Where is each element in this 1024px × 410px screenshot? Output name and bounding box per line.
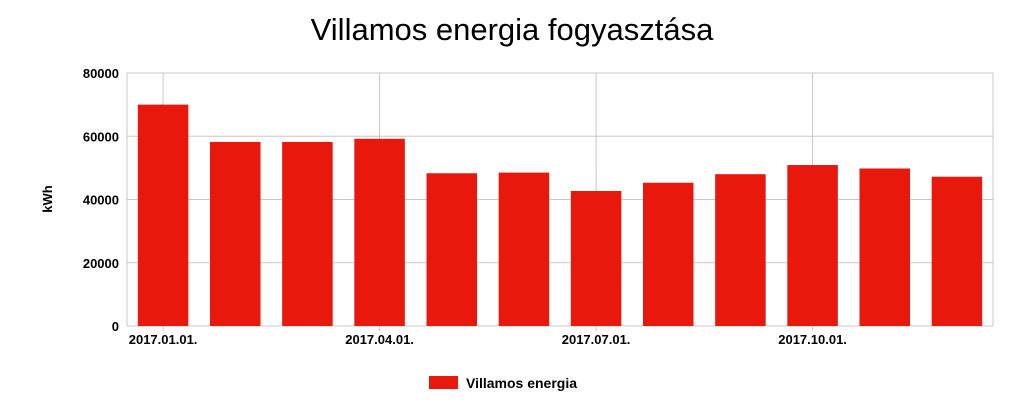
legend-label: Villamos energia: [466, 375, 577, 391]
y-axis-ticks: 0 20000 40000 60000 80000: [83, 66, 119, 334]
bar: [498, 172, 550, 326]
y-tick-label: 0: [112, 319, 119, 334]
y-tick-label: 20000: [83, 256, 119, 271]
x-tick-label: 2017.07.01.: [562, 332, 631, 347]
bar: [859, 168, 911, 326]
bar: [354, 138, 405, 326]
x-tick-label: 2017.01.01.: [129, 332, 198, 347]
y-axis-label: kWh: [40, 185, 55, 213]
bar: [642, 182, 694, 326]
legend: Villamos energia: [429, 375, 577, 391]
chart-title: Villamos energia fogyasztása: [311, 12, 714, 47]
y-tick-label: 80000: [83, 66, 119, 81]
bar: [931, 176, 983, 326]
bars: [137, 104, 983, 326]
bar: [282, 141, 333, 326]
bar: [426, 173, 478, 326]
y-tick-label: 60000: [83, 129, 119, 144]
legend-swatch: [429, 376, 458, 389]
x-tick-label: 2017.10.01.: [778, 332, 847, 347]
x-axis-ticks: 2017.01.01. 2017.04.01. 2017.07.01. 2017.10…: [129, 332, 847, 347]
x-tick-label: 2017.04.01.: [345, 332, 414, 347]
y-tick-label: 40000: [83, 193, 119, 208]
grid-lines: [126, 72, 994, 331]
bar: [209, 141, 261, 326]
bar: [787, 165, 838, 326]
bar: [715, 174, 766, 326]
bar: [570, 190, 622, 326]
bar: [137, 104, 189, 326]
